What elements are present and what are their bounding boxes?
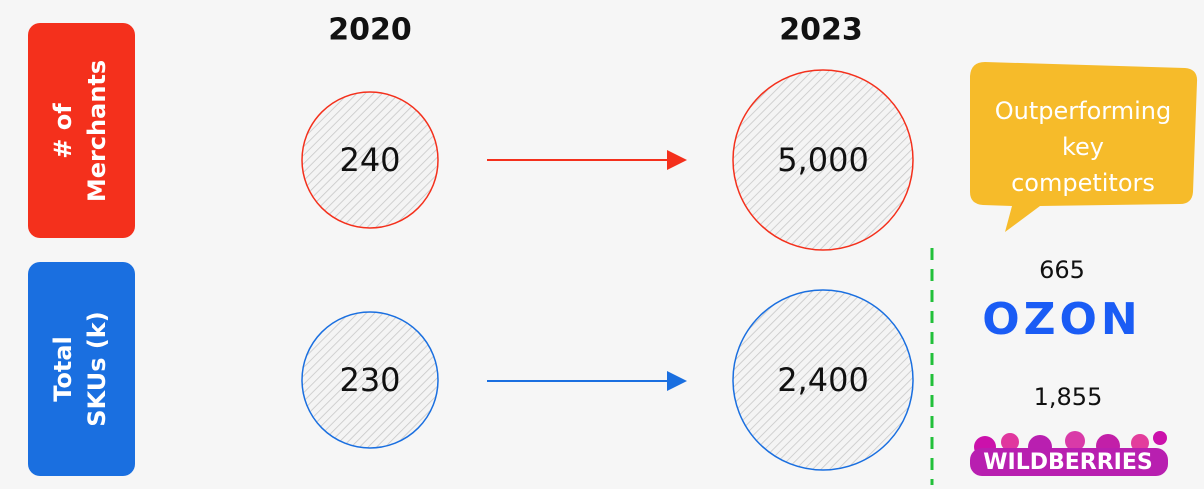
competitor-value: 665 — [1039, 256, 1085, 284]
logo-bubbles — [970, 431, 1168, 476]
callout-line: competitors — [1011, 169, 1155, 197]
year: 2023 — [779, 13, 863, 48]
value: 2,400 — [777, 361, 869, 399]
competitor-logo: WILDBERRIES — [983, 450, 1152, 475]
callout-line: Outperforming — [995, 97, 1171, 125]
label-line: SKUs (k) — [83, 311, 111, 427]
circle — [732, 289, 914, 471]
callout-line: key — [1062, 133, 1104, 161]
callout — [970, 62, 1198, 232]
label-line: Total — [49, 336, 77, 402]
competitor-logo: OZON — [982, 294, 1142, 345]
row-label-box — [28, 262, 135, 476]
year: 2020 — [328, 13, 412, 48]
label-line: Merchants — [83, 60, 111, 202]
value: 5,000 — [777, 141, 869, 179]
row-label: Total SKUs (k) — [49, 311, 111, 427]
competitor-value: 1,855 — [1034, 383, 1103, 411]
circle — [301, 91, 439, 229]
value: 240 — [339, 141, 400, 179]
row-label-box — [28, 23, 135, 238]
circle — [732, 69, 914, 251]
value: 230 — [339, 361, 400, 399]
circle — [301, 311, 439, 449]
label-line: # of — [49, 103, 77, 159]
row-label: # of Merchants — [49, 60, 111, 202]
